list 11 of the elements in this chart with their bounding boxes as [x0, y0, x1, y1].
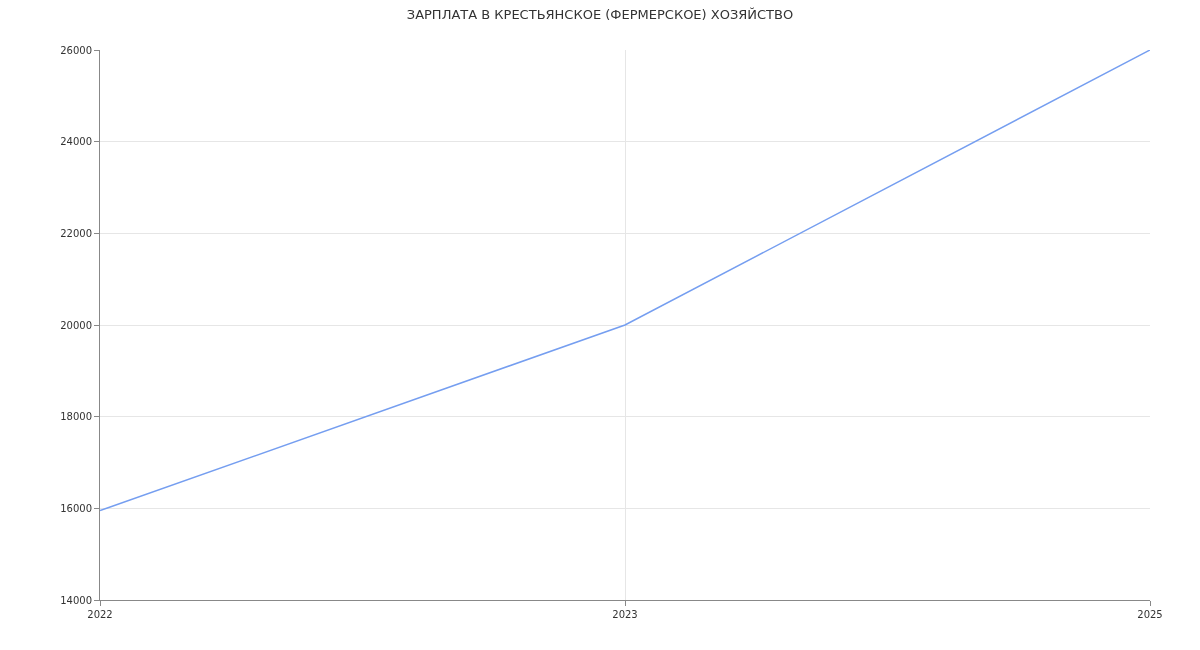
x-tick-label: 2023	[612, 609, 638, 620]
y-tick-label: 14000	[60, 594, 92, 606]
y-tick-label: 18000	[60, 411, 92, 423]
y-tick-label: 16000	[60, 502, 92, 514]
chart-title: ЗАРПЛАТА В КРЕСТЬЯНСКОЕ (ФЕРМЕРСКОЕ) ХОЗЯЙСТВО	[406, 6, 794, 22]
y-tick-label: 24000	[60, 136, 92, 148]
x-tick-label: 2025	[1137, 609, 1163, 620]
y-tick-label: 26000	[60, 44, 92, 56]
x-tick-label: 2022	[87, 609, 113, 620]
y-tick-label: 20000	[60, 319, 92, 331]
y-tick-label: 22000	[60, 227, 92, 239]
